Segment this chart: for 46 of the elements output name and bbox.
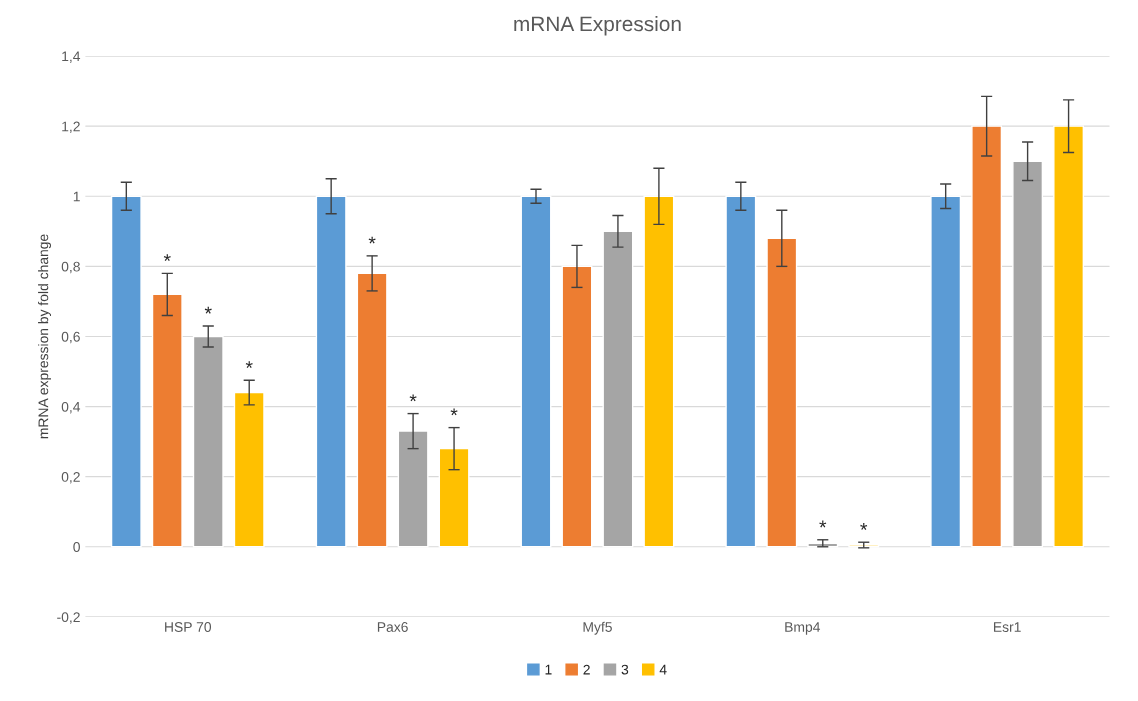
bar <box>192 335 224 548</box>
legend-label: 3 <box>621 664 629 675</box>
bar <box>151 293 183 548</box>
y-tick-label: 0 <box>73 542 80 552</box>
y-tick-label: -0,2 <box>57 612 80 624</box>
y-axis-title: mRNA expression by fold change <box>38 234 51 439</box>
bar <box>602 230 634 548</box>
bar <box>315 195 347 548</box>
bar <box>561 265 593 548</box>
y-tick-label: 0,4 <box>61 401 81 414</box>
data-label: * <box>368 236 376 244</box>
y-tick-label: 1,2 <box>62 121 80 133</box>
y-tick-label: 0,6 <box>61 331 80 344</box>
bar <box>1012 160 1044 548</box>
bar <box>766 237 798 548</box>
x-tick-label: Pax6 <box>377 622 408 632</box>
y-tick-label: 1 <box>73 191 80 202</box>
data-label: * <box>163 254 171 262</box>
legend-label: 4 <box>659 664 667 675</box>
y-tick-label: 0,2 <box>61 472 80 484</box>
y-tick-label: 1,4 <box>62 51 81 63</box>
bar <box>397 430 429 548</box>
data-label: * <box>860 523 868 530</box>
data-label: * <box>204 306 212 314</box>
data-label: * <box>450 408 458 416</box>
bar <box>233 391 265 548</box>
data-label: * <box>409 394 417 402</box>
bar <box>1053 125 1085 548</box>
bar <box>971 125 1003 548</box>
bar <box>930 195 962 548</box>
legend-label: 2 <box>583 664 590 675</box>
x-tick-label: HSP 70 <box>165 622 212 632</box>
x-tick-label: Bmp4 <box>785 622 821 635</box>
bar <box>520 195 552 548</box>
bar <box>438 447 470 548</box>
bar <box>356 272 388 548</box>
data-label: * <box>245 361 253 368</box>
data-label: * <box>819 520 827 528</box>
bar <box>110 195 142 548</box>
bar <box>643 195 675 548</box>
legend-label: 1 <box>545 664 552 675</box>
x-tick-label: Myf5 <box>583 621 612 635</box>
bar <box>725 195 757 548</box>
chart-title: mRNA Expression <box>514 15 681 36</box>
x-tick-label: Esr1 <box>993 622 1021 632</box>
y-tick-label: 0,8 <box>61 261 80 274</box>
